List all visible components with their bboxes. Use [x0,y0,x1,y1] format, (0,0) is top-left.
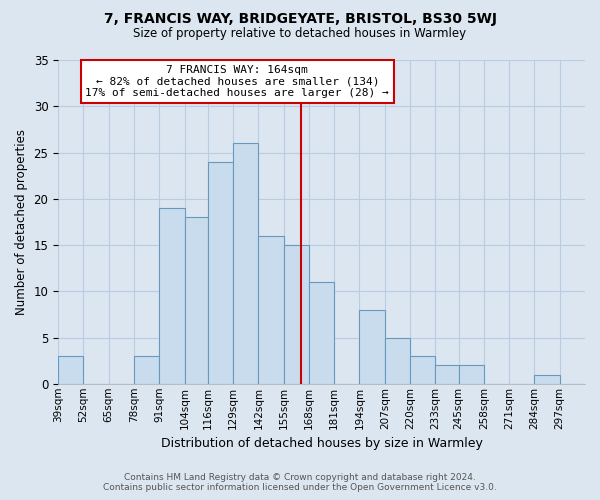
Text: Contains HM Land Registry data © Crown copyright and database right 2024.
Contai: Contains HM Land Registry data © Crown c… [103,473,497,492]
Bar [259,236,284,384]
Bar [159,208,185,384]
Bar [535,374,560,384]
Y-axis label: Number of detached properties: Number of detached properties [15,129,28,315]
Bar [233,144,259,384]
Bar [58,356,83,384]
Text: 7 FRANCIS WAY: 164sqm
← 82% of detached houses are smaller (134)
17% of semi-det: 7 FRANCIS WAY: 164sqm ← 82% of detached … [85,65,389,98]
Bar [359,310,385,384]
Bar [134,356,159,384]
Text: Size of property relative to detached houses in Warmley: Size of property relative to detached ho… [133,28,467,40]
Bar [436,366,458,384]
Text: 7, FRANCIS WAY, BRIDGEYATE, BRISTOL, BS30 5WJ: 7, FRANCIS WAY, BRIDGEYATE, BRISTOL, BS3… [104,12,497,26]
Bar [284,245,309,384]
Bar [208,162,233,384]
Bar [458,366,484,384]
Bar [410,356,436,384]
Bar [309,282,334,384]
X-axis label: Distribution of detached houses by size in Warmley: Distribution of detached houses by size … [161,437,482,450]
Bar [185,218,208,384]
Bar [385,338,410,384]
